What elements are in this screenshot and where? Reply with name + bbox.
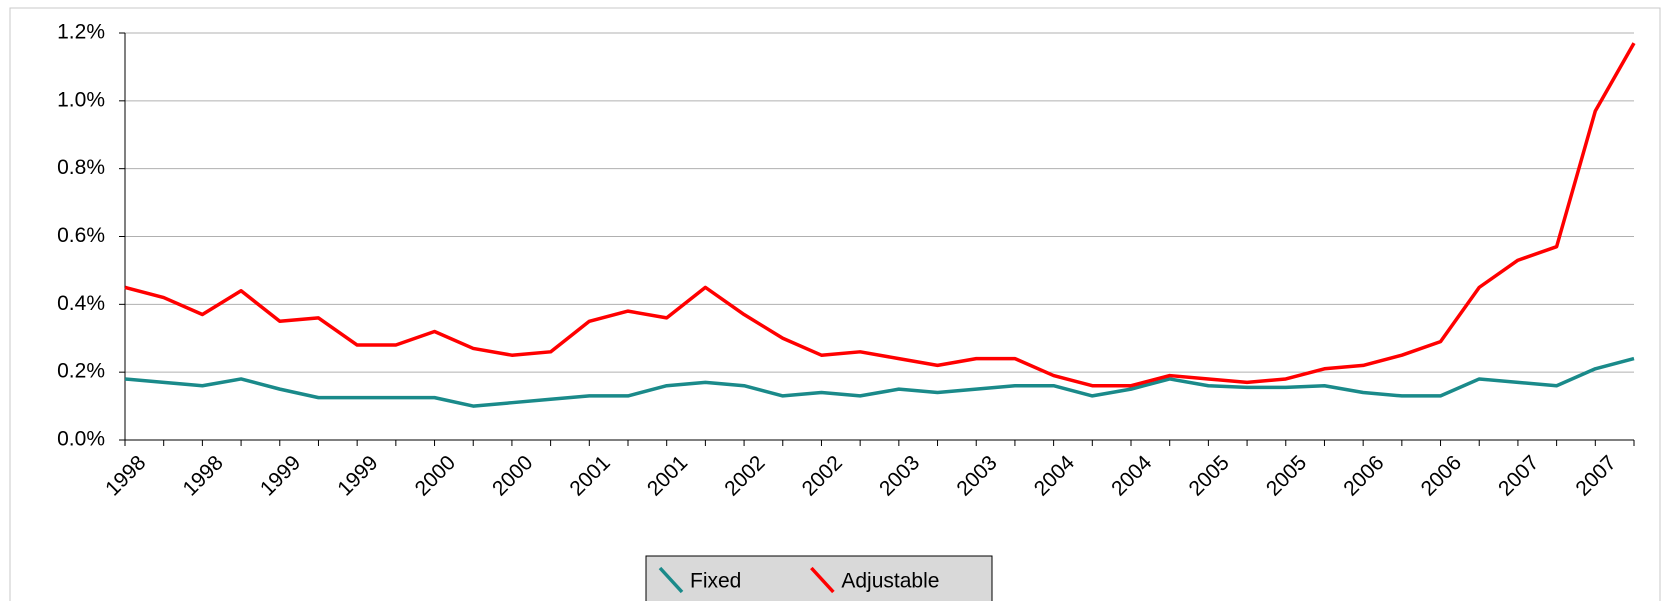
x-tick-label: 2007 — [1494, 451, 1543, 500]
x-tick-label: 2006 — [1417, 451, 1466, 500]
x-tick-label: 2002 — [798, 451, 847, 500]
x-tick-label: 2004 — [1107, 451, 1157, 501]
x-tick-label: 2003 — [952, 451, 1001, 500]
x-tick-label: 2005 — [1262, 451, 1311, 500]
x-tick-label: 1999 — [256, 451, 305, 500]
legend-swatch — [810, 566, 835, 594]
x-tick-label: 2007 — [1571, 451, 1620, 500]
x-tick-label: 2005 — [1185, 451, 1234, 500]
x-tick-label: 2001 — [643, 451, 692, 500]
legend-swatch — [658, 566, 684, 594]
x-tick-label: 2001 — [565, 451, 614, 500]
x-tick-label: 1999 — [333, 451, 382, 500]
chart-frame — [9, 7, 1661, 601]
x-tick-label: 2000 — [411, 451, 460, 500]
y-tick-label: 0.0% — [57, 428, 105, 451]
x-tick-label: 2000 — [488, 451, 537, 500]
y-tick-label: 0.6% — [57, 224, 105, 247]
x-tick-label: 2004 — [1030, 451, 1080, 501]
y-tick-label: 1.2% — [57, 21, 105, 44]
series-line — [124, 42, 1636, 388]
y-tick-label: 1.0% — [57, 88, 105, 111]
legend: Fixed Adjustable — [645, 555, 993, 601]
x-tick-label: 1998 — [179, 451, 228, 500]
x-tick-label: 2003 — [875, 451, 924, 500]
legend-label: Adjustable — [841, 570, 939, 593]
x-tick-label: 2002 — [720, 451, 769, 500]
legend-label: Fixed — [690, 570, 741, 593]
y-tick-label: 0.4% — [57, 292, 105, 315]
y-tick-label: 0.8% — [57, 156, 105, 179]
x-tick-label: 1998 — [101, 451, 150, 500]
series-line — [124, 356, 1635, 408]
x-tick-label: 2006 — [1339, 451, 1388, 500]
y-tick-label: 0.2% — [57, 360, 105, 383]
